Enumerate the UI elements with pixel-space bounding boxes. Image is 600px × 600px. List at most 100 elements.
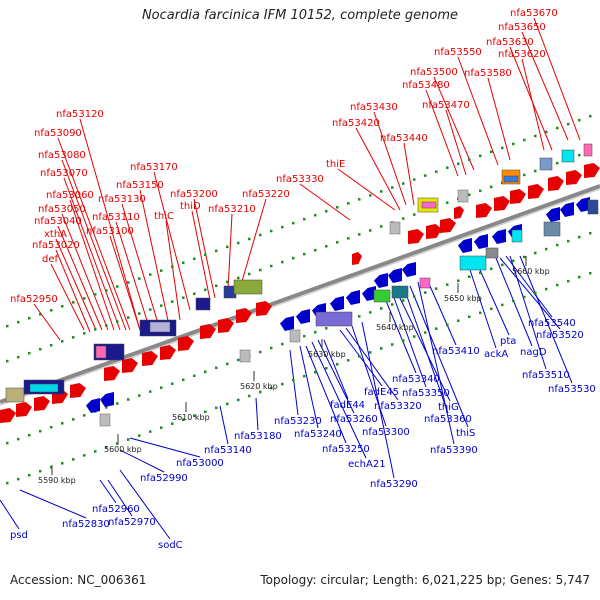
reverse-gene-label: psd xyxy=(10,530,28,541)
track-dot-inner-bottom xyxy=(127,398,130,401)
leader-line-reverse xyxy=(19,489,87,519)
backbone-highlight xyxy=(0,188,600,406)
track-dot-inner-top xyxy=(83,332,86,335)
forward-gene-arrow xyxy=(34,396,50,411)
forward-gene-arrow xyxy=(548,176,564,191)
track-dot-inner-bottom xyxy=(149,390,152,393)
track-dot-inner-bottom xyxy=(138,394,141,397)
track-dot-outer-bottom xyxy=(292,378,295,382)
gene-labels: nfa52950defnfa53020xthAnfa53040nfa53050n… xyxy=(10,8,596,551)
track-dot-inner-top xyxy=(72,336,75,339)
forward-gene-arrow xyxy=(218,318,234,333)
track-dot-inner-top xyxy=(292,256,295,260)
track-dot-outer-bottom xyxy=(28,473,31,477)
pseudo-gene-box xyxy=(239,349,251,363)
leader-line-reverse xyxy=(311,341,367,459)
kbp-tick-label: 5640 kbp xyxy=(376,323,414,332)
track-dot-inner-top xyxy=(160,304,163,307)
track-dot-inner-bottom xyxy=(358,315,361,318)
forward-gene-label: nfa53620 xyxy=(498,49,546,60)
forward-gene-label: nfa53330 xyxy=(276,174,324,185)
track-dot-outer-top xyxy=(6,324,9,328)
forward-gene-label: def xyxy=(42,254,59,265)
leader-line-forward xyxy=(533,17,581,141)
reverse-gene-arrow xyxy=(402,262,416,277)
track-dot-outer-bottom xyxy=(94,450,97,453)
reverse-gene-arrow xyxy=(474,234,488,249)
track-dot-outer-top xyxy=(83,297,86,300)
leader-line-forward xyxy=(425,89,459,177)
pseudo-gene-box xyxy=(389,221,401,235)
reverse-gene-label: nfa53340 xyxy=(392,374,440,385)
reverse-gene-arrow xyxy=(296,309,310,324)
track-dot-outer-top xyxy=(391,186,394,189)
track-dot-outer-bottom xyxy=(534,291,537,295)
track-dot-outer-top xyxy=(270,229,273,233)
reverse-gene-label: nfa53390 xyxy=(430,445,478,456)
reverse-gene-arrow xyxy=(330,296,344,311)
leader-line-forward xyxy=(109,235,141,331)
track-dot-inner-bottom xyxy=(259,350,262,354)
reverse-gene-arrow xyxy=(576,197,590,212)
track-dot-outer-bottom xyxy=(17,477,20,481)
forward-gene-arrow xyxy=(178,336,194,351)
track-dot-outer-bottom xyxy=(435,327,438,330)
leader-line-forward xyxy=(55,238,97,331)
forward-gene-label: nfa53100 xyxy=(86,226,134,237)
reverse-gene-label: nfa53320 xyxy=(374,401,422,412)
reverse-gene-label: fadE44 xyxy=(330,400,365,411)
operon-box xyxy=(419,277,431,289)
leader-line-forward xyxy=(55,249,91,333)
forward-gene-label: nfa53040 xyxy=(34,216,82,227)
forward-gene-label: nfa53120 xyxy=(56,109,104,120)
forward-gene-label: nfa53430 xyxy=(350,102,398,113)
leader-line-forward xyxy=(153,171,191,311)
track-dot-outer-top xyxy=(578,118,581,122)
track-dot-outer-bottom xyxy=(226,402,229,406)
reverse-gene-label: ackA xyxy=(484,349,508,360)
genome-track: 5590 kbp 5600 kbp 5610 kbp 5620 kbp 5630 kbp… xyxy=(0,114,600,485)
reverse-gene-label: nfa53510 xyxy=(522,370,570,381)
reverse-gene-label: fadE45 xyxy=(364,387,399,398)
leader-line-reverse xyxy=(469,269,497,349)
track-dot-outer-top xyxy=(314,213,317,217)
leader-line-forward xyxy=(193,198,216,299)
track-dot-outer-top xyxy=(39,312,42,316)
track-dot-inner-top xyxy=(248,272,251,276)
track-dot-inner-top xyxy=(259,268,262,272)
forward-gene-arrow xyxy=(352,252,362,265)
track-dot-inner-top xyxy=(193,292,196,296)
track-dot-outer-top xyxy=(182,261,185,264)
track-dot-outer-bottom xyxy=(193,414,196,418)
operon-box xyxy=(421,201,437,209)
track-dot-inner-top xyxy=(358,233,361,236)
forward-gene-label: nfa53630 xyxy=(486,37,534,48)
reverse-gene-arrow xyxy=(346,290,360,305)
reverse-gene-label: nfa53260 xyxy=(330,414,378,425)
track-dot-inner-top xyxy=(138,312,141,315)
leader-line-reverse xyxy=(509,255,547,370)
track-dot-outer-top xyxy=(501,146,504,150)
forward-gene-label: nfa53050 xyxy=(38,204,86,215)
track-dot-inner-top xyxy=(446,201,449,204)
reverse-gene-label: nfa53300 xyxy=(362,427,410,438)
leader-line-reverse xyxy=(395,289,451,402)
track-dot-outer-bottom xyxy=(314,370,317,374)
track-dot-outer-bottom xyxy=(149,430,152,433)
leader-line-reverse xyxy=(219,405,229,445)
track-dot-outer-top xyxy=(17,320,20,324)
reverse-gene-label: nfa53540 xyxy=(528,318,576,329)
operon-box xyxy=(539,157,553,171)
forward-gene-arrow xyxy=(0,408,16,423)
forward-gene-label: xthA xyxy=(44,229,67,240)
track-dot-outer-bottom xyxy=(72,458,75,461)
reverse-gene-label: nfa53240 xyxy=(294,429,342,440)
reverse-gene-arrow xyxy=(374,273,388,288)
forward-gene-label: nfa53210 xyxy=(208,204,256,215)
track-dot-outer-top xyxy=(380,190,383,193)
leader-line-reverse xyxy=(417,281,455,445)
track-dot-inner-bottom xyxy=(567,239,570,243)
gene-features xyxy=(0,143,600,427)
leader-line-forward xyxy=(50,263,85,331)
leader-line-forward xyxy=(79,118,141,331)
